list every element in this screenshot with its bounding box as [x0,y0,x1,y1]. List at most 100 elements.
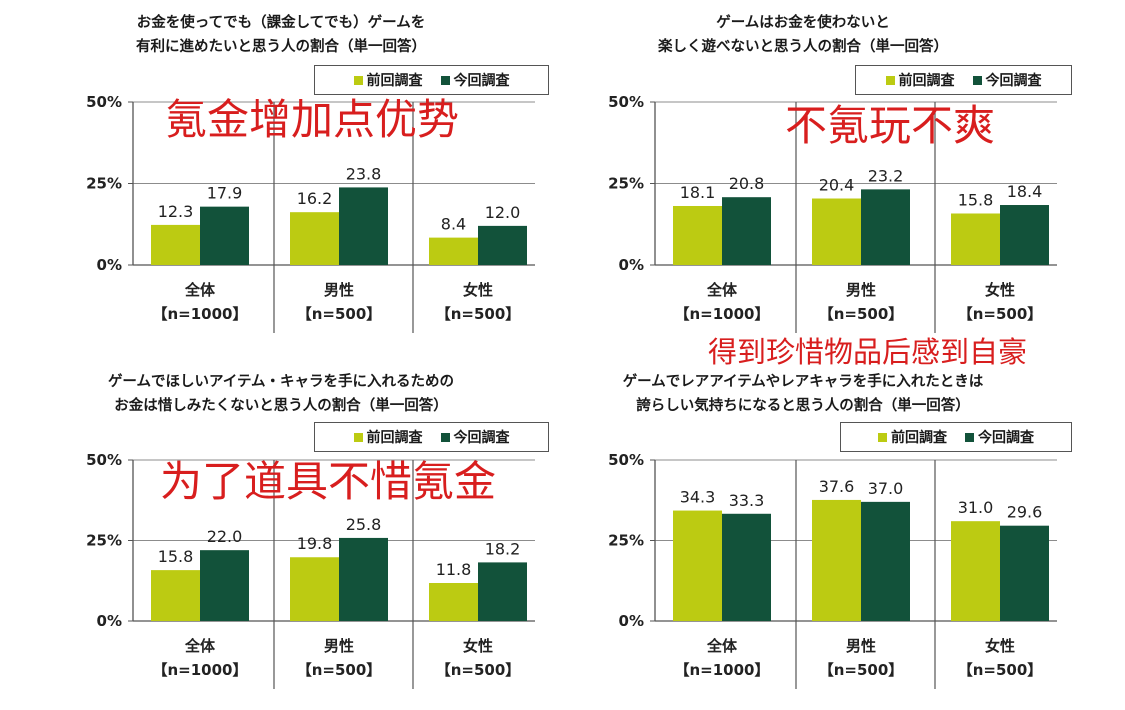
sample-size-label: 【n=500】 [958,661,1043,679]
legend-swatch-current [965,432,974,442]
data-label: 11.8 [436,560,472,579]
sample-size-label: 【n=1000】 [153,305,248,323]
sample-size-label: 【n=500】 [436,661,521,679]
bar-previous [812,499,861,621]
y-tick-label: 25% [86,532,122,550]
chart-title-line-2: お金は惜しみたくないと思う人の割合（単一回答） [114,398,448,414]
chart-title-line-2: 誇らしい気持ちになると思う人の割合（単一回答） [636,398,970,414]
y-tick-label: 25% [608,532,644,550]
bar-previous [673,205,722,265]
data-label: 8.4 [441,215,466,234]
data-label: 23.2 [868,166,904,185]
legend-item-current: 今回調査 [972,70,1042,90]
bar-previous [290,557,339,621]
bar-chart-4: 0% 25% 50% 34.3 33.3 全体【n=1000】 37.6 37.0 男性【n=5… [608,451,1057,689]
legend-item-previous: 前回調査 [353,427,423,447]
legend-label-previous: 前回調査 [366,73,423,89]
bar-previous [951,521,1000,621]
legend-label-previous: 前回調査 [891,430,947,446]
sample-size-label: 【n=500】 [297,305,382,323]
bar-current [478,562,527,621]
bar-current [861,189,910,265]
data-label: 31.0 [958,498,994,517]
sample-size-label: 【n=500】 [436,305,521,323]
sample-size-label: 【n=500】 [819,305,904,323]
legend-swatch-current [972,75,982,85]
category-label: 全体 [706,281,738,299]
chart-panel-4: 得到珍惜物品后感到自豪 ゲームでレアアイテムやレアキャラを手に入れたときは 誇ら… [522,336,1084,710]
data-label: 12.3 [158,202,194,221]
legend-label-current: 今回調査 [453,73,510,89]
legend-item-current: 今回調査 [440,427,510,447]
bar-current [861,501,910,621]
bar-current [722,197,771,265]
bar-chart-1: 0% 25% 50% 12.3 17.9 全体【n=1000】 16.2 23.8 男性【n=5… [86,93,535,333]
category-label: 全体 [184,281,216,299]
category-label: 女性 [463,281,493,299]
chart-title-line-1: ゲームはお金を使わないと [716,15,890,31]
sample-size-label: 【n=500】 [819,661,904,679]
chart-title-line-1: ゲームでレアアイテムやレアキャラを手に入れたときは [622,374,984,390]
bar-previous [290,212,339,265]
category-label: 全体 [184,637,216,655]
y-tick-label: 0% [619,612,644,630]
chart-title-line-1: ゲームでほしいアイテム・キャラを手に入れるための [107,374,455,390]
legend-swatch-previous [353,432,363,442]
bar-previous [429,237,478,265]
data-label: 33.3 [729,491,765,510]
chart-title-line-1: お金を使ってでも（課金してでも）ゲームを [136,15,426,31]
chart-legend: 前回調査 今回調査 [855,65,1072,95]
data-label: 12.0 [485,203,521,222]
annotation-text: 不氪玩不爽 [785,101,996,150]
sample-size-label: 【n=1000】 [675,305,770,323]
chart-legend: 前回調査 今回調査 [314,65,549,95]
bar-current [478,225,527,265]
legend-label-current: 今回調査 [453,430,510,446]
legend-swatch-current [440,432,450,442]
bar-previous [812,198,861,265]
data-label: 23.8 [346,164,382,183]
sample-size-label: 【n=500】 [958,305,1043,323]
chart-panel-2: ゲームはお金を使わないと 楽しく遊べないと思う人の割合（単一回答） 前回調査 今… [522,0,1084,354]
data-label: 37.6 [819,477,855,496]
category-label: 男性 [846,637,876,655]
bar-current [339,187,388,265]
sample-size-label: 【n=500】 [297,661,382,679]
data-label: 25.8 [346,515,382,534]
bar-current [722,513,771,621]
bar-chart-3: 0% 25% 50% 15.8 22.0 全体【n=1000】 19.8 25.8 男性【n=5… [86,451,535,689]
bar-previous [673,510,722,621]
chart-legend: 前回調査 今回調査 [840,422,1072,452]
data-label: 15.8 [958,190,994,209]
bar-current [1000,525,1049,621]
sample-size-label: 【n=1000】 [675,661,770,679]
bar-previous [151,224,200,265]
legend-label-current: 今回調査 [978,430,1034,446]
y-tick-label: 0% [619,256,644,274]
category-label: 全体 [706,637,738,655]
chart-panel-1: お金を使ってでも（課金してでも）ゲームを 有利に進めたいと思う人の割合（単一回答… [0,0,562,354]
sample-size-label: 【n=1000】 [153,661,248,679]
legend-label-current: 今回調査 [985,73,1042,89]
y-tick-label: 50% [86,93,122,111]
y-tick-label: 25% [86,175,122,193]
y-tick-label: 50% [608,451,644,469]
annotation-text: 氪金增加点优势 [165,95,460,144]
annotation-text: 得到珍惜物品后感到自豪 [708,335,1028,369]
category-label: 女性 [985,637,1015,655]
bar-current [1000,205,1049,265]
legend-item-current: 今回調査 [965,427,1034,447]
legend-item-current: 今回調査 [440,70,510,90]
y-tick-label: 0% [97,612,122,630]
data-label: 18.4 [1007,182,1043,201]
legend-swatch-current [440,75,450,85]
data-label: 18.1 [680,183,716,202]
category-label: 女性 [463,637,493,655]
chart-title-line-2: 有利に進めたいと思う人の割合（単一回答） [136,39,426,55]
data-label: 37.0 [868,479,904,498]
legend-item-previous: 前回調査 [878,427,947,447]
bar-previous [429,583,478,621]
y-tick-label: 50% [608,93,644,111]
annotation-text: 为了道具不惜氪金 [160,457,497,506]
bar-current [200,206,249,265]
